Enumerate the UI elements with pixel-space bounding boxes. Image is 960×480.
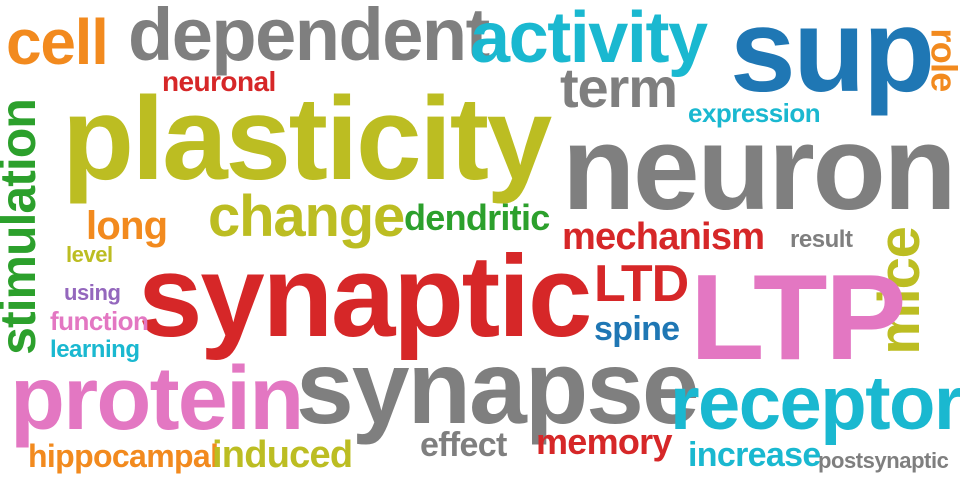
word-plasticity: plasticity: [62, 73, 552, 205]
word-level: level: [66, 242, 113, 267]
word-neuronal: neuronal: [162, 66, 276, 97]
word-using: using: [64, 280, 121, 305]
word-ltp: LTP: [690, 249, 906, 385]
word-long: long: [86, 204, 168, 248]
word-induced: induced: [212, 434, 353, 476]
word-hippocampal: hippocampal: [28, 438, 219, 474]
word-ltd: LTD: [594, 255, 689, 313]
word-protein: protein: [10, 349, 304, 449]
word-cell: cell: [6, 6, 109, 78]
word-dendritic: dendritic: [404, 197, 550, 238]
word-dependent: dependent: [128, 0, 490, 76]
word-role: role: [923, 28, 960, 92]
word-memory: memory: [536, 421, 672, 462]
word-function: function: [50, 306, 149, 336]
word-result: result: [790, 226, 853, 253]
word-learning: learning: [50, 336, 140, 363]
word-stimulation: stimulation: [0, 99, 46, 355]
word-postsynaptic: postsynaptic: [818, 448, 949, 473]
word-activity: activity: [470, 0, 708, 78]
word-term: term: [560, 56, 678, 119]
word-receptor: receptor: [670, 361, 960, 446]
word-sup: sup: [730, 0, 935, 117]
word-mechanism: mechanism: [562, 216, 765, 258]
word-synapse: synapse: [296, 330, 700, 446]
word-synaptic: synaptic: [138, 231, 592, 361]
word-neuron: neuron: [562, 101, 957, 235]
word-increase: increase: [688, 436, 821, 474]
word-spine: spine: [594, 310, 680, 348]
word-change: change: [208, 184, 405, 249]
word-expression: expression: [688, 98, 821, 128]
word-effect: effect: [420, 426, 507, 464]
